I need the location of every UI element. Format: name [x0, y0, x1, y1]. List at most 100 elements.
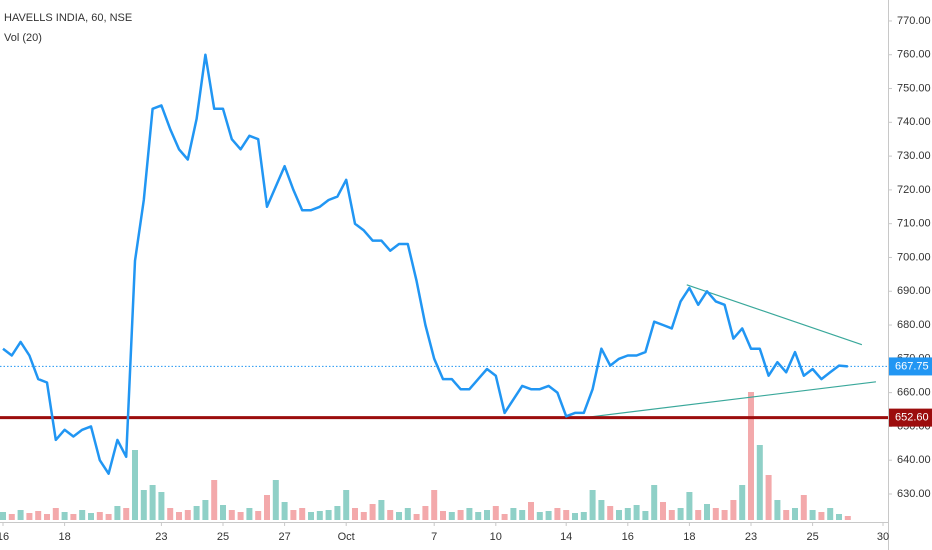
volume-bar	[290, 510, 297, 520]
volume-bar	[343, 490, 350, 520]
x-tick-label: 27	[278, 531, 290, 543]
volume-bar	[633, 505, 640, 520]
volume-bar	[52, 508, 59, 520]
volume-bar	[396, 512, 402, 520]
x-tick-label: 16	[622, 531, 634, 543]
volume-bar	[413, 514, 420, 520]
volume-bar	[774, 500, 781, 520]
x-tick-label: 18	[58, 531, 70, 543]
volume-bar	[228, 510, 235, 520]
y-tick-label: 660.00	[897, 387, 931, 399]
volume-bar	[554, 508, 561, 520]
volume-bar	[360, 512, 367, 520]
volume-bar	[836, 514, 842, 520]
trendline	[589, 381, 877, 418]
volume-bar	[431, 490, 438, 520]
volume-bar	[79, 510, 86, 520]
y-tick-label: 760.00	[897, 49, 931, 61]
volume-layer	[0, 392, 851, 520]
volume-bar	[96, 512, 103, 520]
volume-bar	[818, 512, 825, 520]
y-tick-label: 700.00	[897, 251, 931, 263]
volume-bar	[457, 510, 464, 520]
volume-bar	[26, 513, 33, 520]
volume-bar	[325, 510, 332, 520]
x-tick-label: 10	[490, 531, 502, 543]
volume-bar	[756, 445, 763, 520]
volume-bar	[686, 492, 693, 520]
volume-bar	[211, 480, 218, 520]
volume-bar	[827, 508, 834, 520]
price-label-box	[889, 408, 932, 427]
volume-bar	[158, 492, 165, 520]
volume-bar	[519, 510, 526, 520]
volume-bar	[264, 495, 270, 520]
volume-bar	[677, 508, 684, 520]
volume-bar	[668, 510, 675, 520]
volume-bar	[607, 506, 614, 520]
volume-bar	[536, 512, 543, 520]
volume-bar	[0, 512, 6, 520]
volume-bar	[492, 506, 499, 520]
volume-bar	[580, 512, 587, 520]
y-tick-label: 750.00	[897, 82, 931, 94]
price-label: 667.75	[895, 360, 929, 372]
volume-bar	[202, 500, 209, 520]
volume-bar	[334, 506, 341, 520]
volume-bar	[748, 392, 754, 520]
volume-bar	[184, 510, 191, 520]
volume-bar	[765, 475, 772, 520]
volume-bar	[44, 514, 50, 520]
volume-bar	[712, 508, 719, 520]
volume-bar	[61, 512, 68, 520]
volume-bar	[255, 511, 262, 520]
volume-bar	[193, 506, 200, 520]
volume-bar	[563, 510, 570, 520]
volume-bar	[35, 511, 42, 520]
volume-bar	[316, 511, 323, 520]
y-tick-label: 630.00	[897, 488, 931, 500]
volume-bar	[378, 500, 385, 520]
volume-bar	[246, 508, 253, 520]
volume-bar	[167, 508, 174, 520]
y-tick-label: 720.00	[897, 184, 931, 196]
volume-bar	[484, 510, 490, 520]
volume-bar	[545, 511, 552, 520]
volume-bar	[123, 508, 130, 520]
y-tick-label: 640.00	[897, 454, 931, 466]
volume-bar	[105, 514, 112, 520]
volume-bar	[132, 450, 138, 520]
volume-bar	[440, 511, 446, 520]
volume-bar	[739, 485, 746, 520]
volume-bar	[299, 508, 306, 520]
volume-bar	[281, 502, 288, 520]
volume-bar	[809, 510, 816, 520]
volume-bar	[730, 500, 737, 520]
volume-bar	[800, 495, 807, 520]
x-tick-label: 23	[745, 531, 757, 543]
volume-bar	[528, 502, 534, 520]
y-tick-label: 710.00	[897, 218, 931, 230]
volume-bar	[352, 508, 358, 520]
volume-bar	[308, 512, 314, 520]
volume-bar	[624, 508, 631, 520]
volume-bar	[589, 490, 596, 520]
x-tick-label: 30	[877, 531, 889, 543]
y-tick-label: 690.00	[897, 285, 931, 297]
volume-bar	[114, 506, 121, 520]
volume-bar	[237, 512, 244, 520]
volume-bar	[844, 516, 851, 520]
volume-bar	[501, 514, 508, 520]
x-tick-label: 16	[0, 531, 9, 543]
volume-bar	[448, 512, 455, 520]
chart-title: HAVELLS INDIA, 60, NSE	[4, 12, 132, 24]
volume-bar	[660, 502, 666, 520]
x-tick-label: Oct	[338, 531, 355, 543]
volume-bar	[598, 500, 605, 520]
volume-bar	[176, 512, 182, 520]
y-tick-label: 740.00	[897, 116, 931, 128]
price-line-series	[2, 53, 848, 475]
volume-bar	[369, 504, 376, 520]
x-tick-label: 14	[560, 531, 572, 543]
